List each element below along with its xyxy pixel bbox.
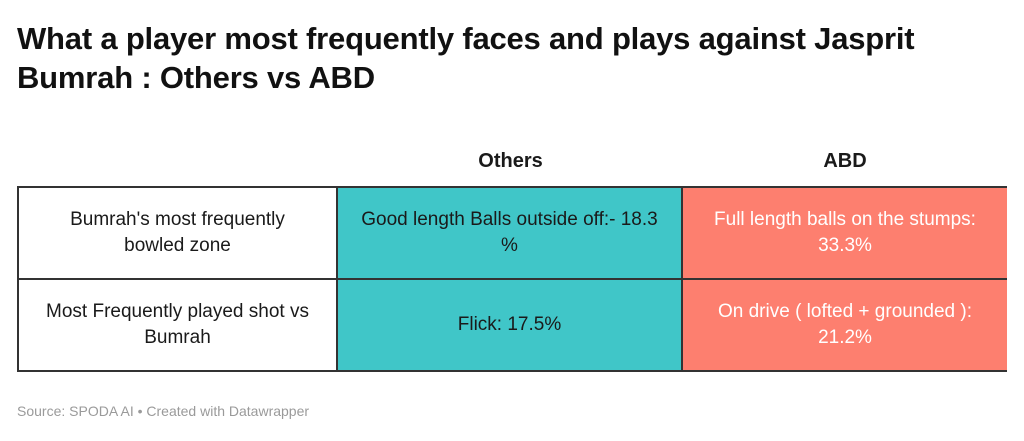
abd-cell: Full length balls on the stumps: 33.3% bbox=[683, 188, 1007, 278]
source-note: Source: SPODA AI • Created with Datawrap… bbox=[17, 403, 310, 419]
table-row: Most Frequently played shot vs Bumrah Fl… bbox=[17, 280, 1007, 372]
column-header-others: Others bbox=[478, 150, 543, 172]
chart-title: What a player most frequently faces and … bbox=[17, 21, 915, 95]
row-label: Bumrah's most frequently bowled zone bbox=[17, 188, 338, 278]
table-row: Bumrah's most frequently bowled zone Goo… bbox=[17, 188, 1007, 280]
others-cell: Good length Balls outside off:- 18.3 % bbox=[338, 188, 683, 278]
column-header-abd: ABD bbox=[823, 150, 867, 172]
row-label: Most Frequently played shot vs Bumrah bbox=[17, 280, 338, 370]
others-cell: Flick: 17.5% bbox=[338, 280, 683, 370]
comparison-table: Bumrah's most frequently bowled zone Goo… bbox=[17, 186, 1007, 372]
abd-cell: On drive ( lofted + grounded ): 21.2% bbox=[683, 280, 1007, 370]
